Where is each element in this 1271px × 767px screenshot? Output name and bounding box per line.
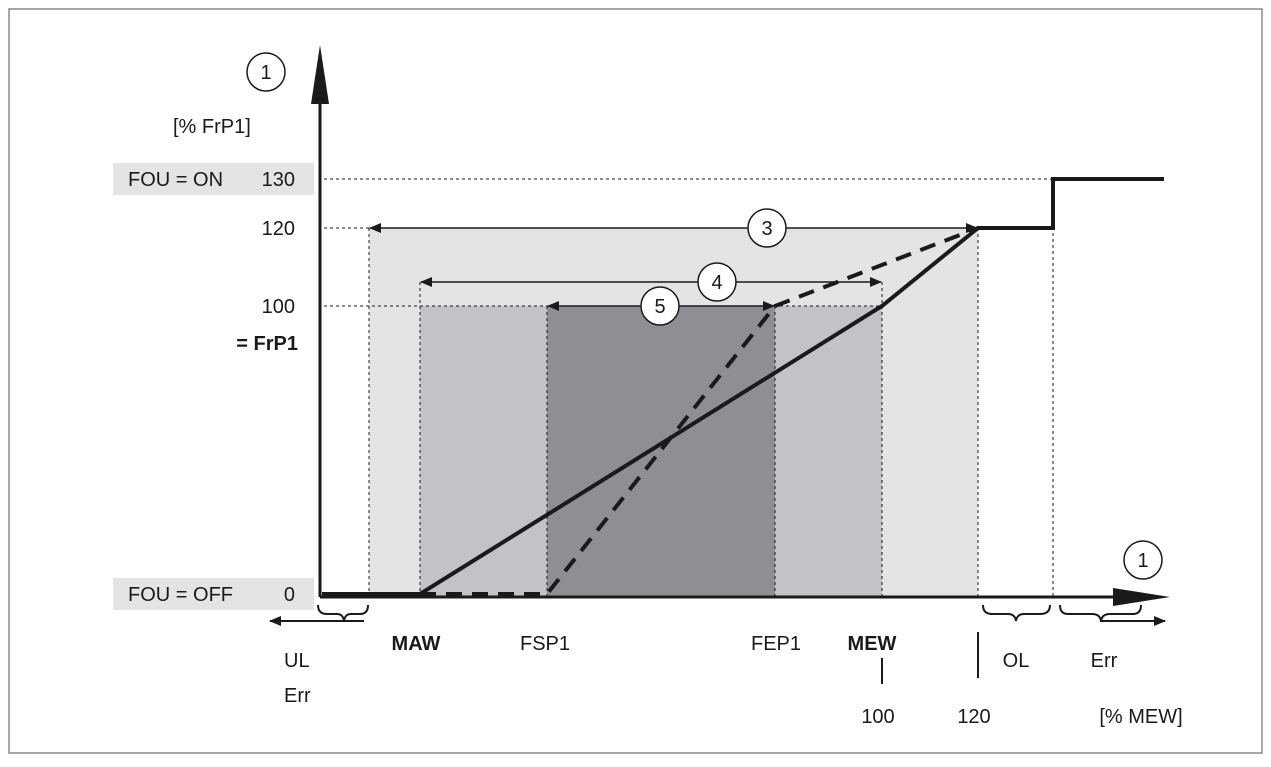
y-tick-120: 120 (262, 218, 295, 240)
x-tick-maw: MAW (392, 633, 441, 655)
x-axis-marker-number: 1 (1137, 550, 1148, 572)
zone-range-5 (547, 306, 775, 597)
ul-label: UL (284, 650, 310, 672)
x-axis-unit-label: [% MEW] (1099, 706, 1182, 728)
range-3-marker: 3 (747, 208, 787, 248)
y-axis-unit-label: [% FrP1] (173, 116, 251, 138)
ol-brace (982, 604, 1051, 622)
err-label: Err (1091, 650, 1118, 672)
frp1-label: = FrP1 (236, 333, 298, 355)
y-tick-0: 0 (284, 584, 295, 606)
range-5-marker: 5 (640, 286, 680, 326)
fou-on-label-bg (113, 163, 314, 195)
output-curve-dashed (420, 226, 979, 596)
range-4-marker: 4 (697, 262, 737, 302)
x-tick-fep1: FEP1 (751, 633, 801, 655)
ul-err-label: Err (284, 685, 311, 707)
y-axis-marker-number: 1 (260, 62, 271, 84)
x-axis-arrowhead (1113, 588, 1170, 606)
x-tick-mew-100: 100 (861, 706, 894, 728)
y-tick-100: 100 (262, 296, 295, 318)
range-4-number: 4 (711, 272, 722, 294)
fou-on-label: FOU = ON (128, 169, 223, 191)
ol-label: OL (1003, 650, 1030, 672)
y-tick-130: 130 (262, 169, 295, 191)
x-tick-120: 120 (957, 706, 990, 728)
x-tick-mew: MEW (848, 633, 897, 655)
range-5-number: 5 (654, 296, 665, 318)
y-axis-marker: 1 (246, 52, 286, 92)
fou-off-label-bg (113, 578, 314, 610)
x-axis-region-marks (269, 604, 1166, 684)
y-axis-arrowhead (311, 45, 329, 104)
range-3-number: 3 (761, 218, 772, 240)
x-axis-marker: 1 (1123, 540, 1163, 580)
x-tick-fsp1: FSP1 (520, 633, 570, 655)
fou-off-label: FOU = OFF (128, 584, 233, 606)
